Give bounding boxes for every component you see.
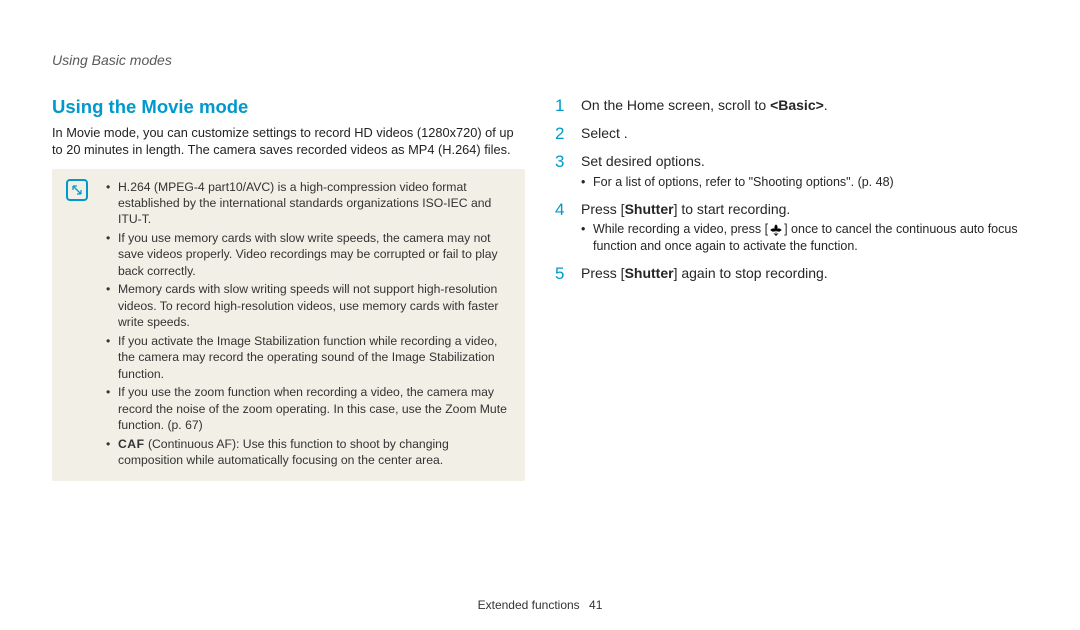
footer-page-number: 41 [589, 598, 602, 612]
step-bold: <Basic> [770, 97, 824, 113]
step-bold: Shutter [625, 201, 674, 217]
note-item-caf: CAF (Continuous AF): Use this function t… [106, 436, 511, 469]
step-5: 5 Press [Shutter] again to stop recordin… [555, 264, 1028, 283]
step-number: 4 [555, 199, 564, 222]
step-number: 2 [555, 123, 564, 146]
note-item: If you activate the Image Stabilization … [106, 333, 511, 382]
step-text: Press [ [581, 201, 625, 217]
steps-list: 1 On the Home screen, scroll to <Basic>.… [555, 96, 1028, 283]
note-item: Memory cards with slow writing speeds wi… [106, 281, 511, 330]
step-text: Set desired options. [581, 153, 705, 169]
note-item: If you use memory cards with slow write … [106, 230, 511, 279]
step-2: 2 Select . [555, 124, 1028, 143]
step-1: 1 On the Home screen, scroll to <Basic>. [555, 96, 1028, 115]
footer-label: Extended functions [478, 598, 580, 612]
note-list: H.264 (MPEG-4 part10/AVC) is a high-comp… [106, 179, 511, 469]
step-3: 3 Set desired options. For a list of opt… [555, 152, 1028, 191]
caf-text: (Continuous AF): Use this function to sh… [118, 437, 449, 467]
sub-list: For a list of options, refer to "Shootin… [581, 174, 1028, 191]
macro-icon [768, 223, 784, 237]
note-item: H.264 (MPEG-4 part10/AVC) is a high-comp… [106, 179, 511, 228]
note-box: H.264 (MPEG-4 part10/AVC) is a high-comp… [52, 169, 525, 481]
right-column: 1 On the Home screen, scroll to <Basic>.… [555, 96, 1028, 481]
step-number: 3 [555, 151, 564, 174]
caf-label: CAF [118, 436, 145, 452]
left-column: Using the Movie mode In Movie mode, you … [52, 96, 525, 481]
step-text: On the Home screen, scroll to [581, 97, 770, 113]
step-text: Select . [581, 125, 628, 141]
breadcrumb: Using Basic modes [52, 52, 1028, 68]
step-bold: Shutter [625, 265, 674, 281]
step-text-end: ] to start recording. [674, 201, 791, 217]
step-4: 4 Press [Shutter] to start recording. Wh… [555, 200, 1028, 256]
sub-list: While recording a video, press [] once t… [581, 221, 1028, 255]
step-number: 5 [555, 263, 564, 286]
section-heading: Using the Movie mode [52, 96, 525, 118]
step-text-end: ] again to stop recording. [674, 265, 828, 281]
sub-item: For a list of options, refer to "Shootin… [581, 174, 1028, 191]
intro-paragraph: In Movie mode, you can customize setting… [52, 124, 525, 159]
content-columns: Using the Movie mode In Movie mode, you … [52, 96, 1028, 481]
note-icon [66, 179, 88, 201]
sub-text-pre: While recording a video, press [ [593, 222, 768, 236]
note-item: If you use the zoom function when record… [106, 384, 511, 433]
sub-item: While recording a video, press [] once t… [581, 221, 1028, 255]
step-number: 1 [555, 95, 564, 118]
step-text: Press [ [581, 265, 625, 281]
page-footer: Extended functions 41 [0, 598, 1080, 612]
step-text-end: . [824, 97, 828, 113]
